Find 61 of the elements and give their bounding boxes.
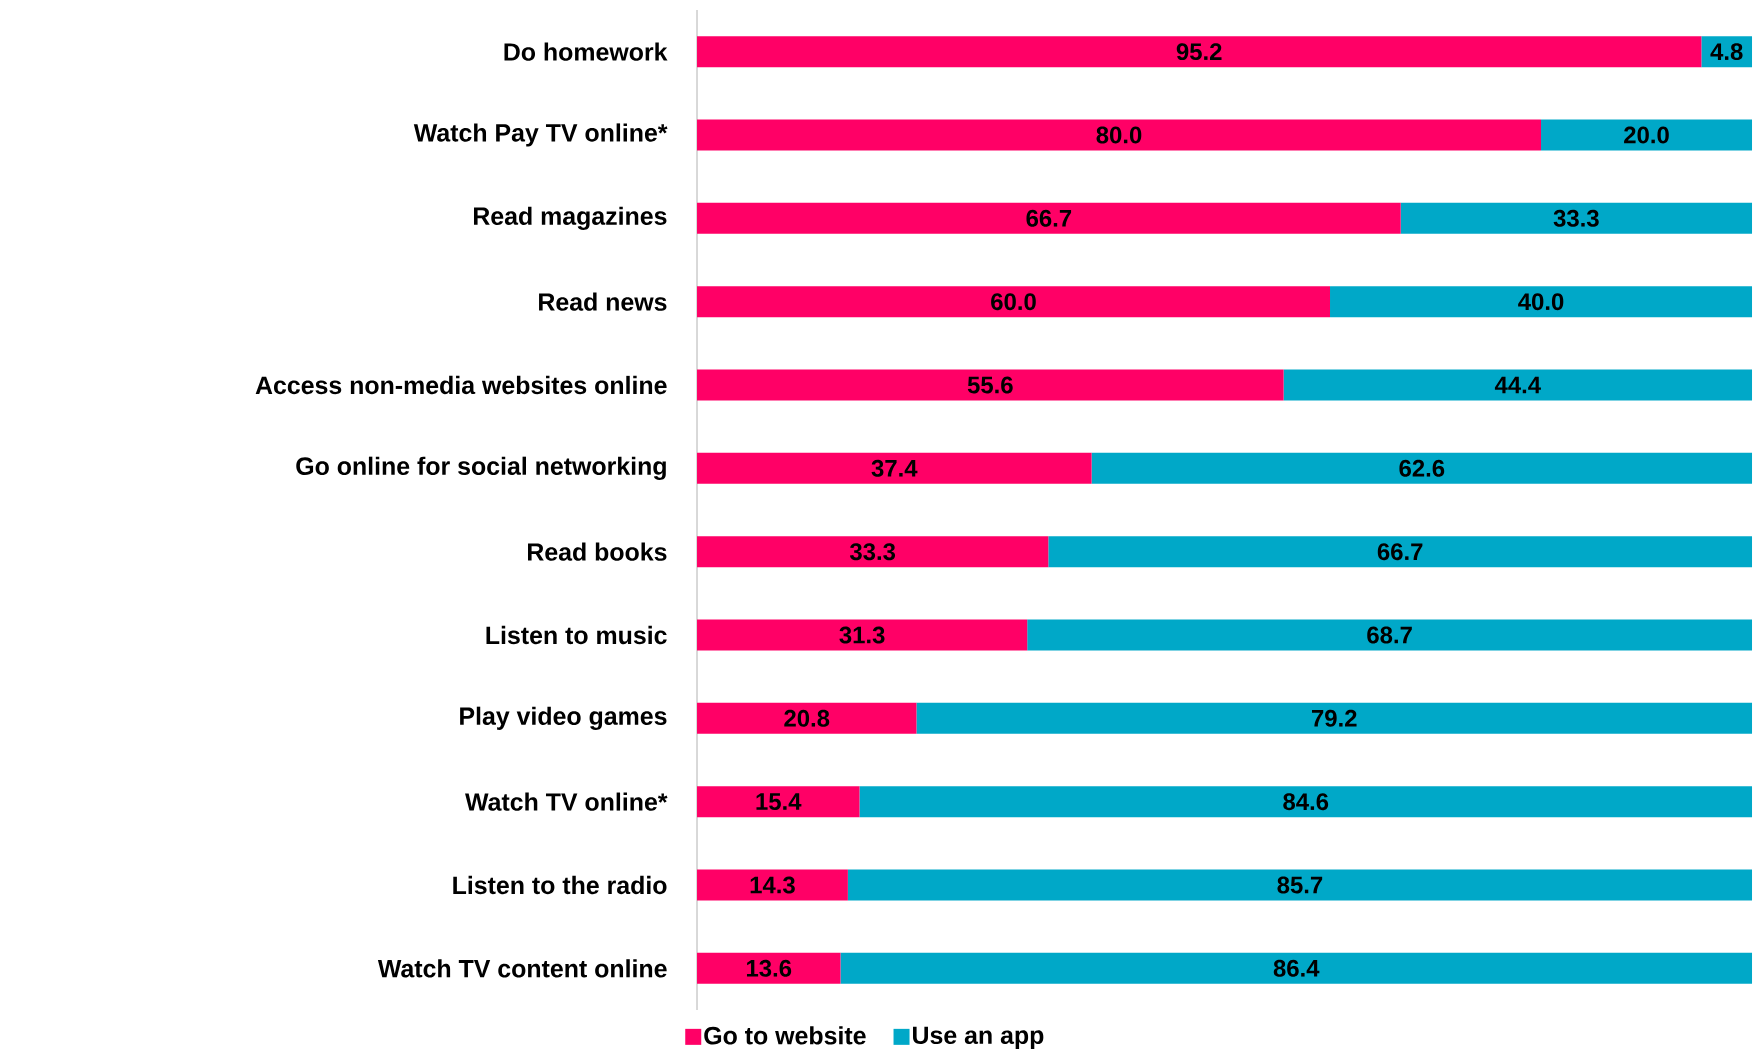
bar	[859, 786, 1753, 818]
y-tick-label: Watch TV online*	[465, 792, 668, 811]
y-tick-label: Access non-media websites online	[255, 375, 667, 395]
data-label: 4.8	[1710, 43, 1743, 61]
bar	[1027, 619, 1753, 651]
y-tick-label: Play video games	[460, 706, 667, 731]
bar	[697, 952, 841, 984]
bar	[697, 702, 917, 734]
bar	[1330, 286, 1753, 318]
y-tick-label: Go online for social networking	[296, 456, 666, 480]
y-tick-label: Read books	[528, 542, 667, 561]
data-label: 66.7	[1377, 543, 1423, 561]
bar	[697, 202, 1401, 234]
bar	[697, 119, 1542, 151]
data-label: 44.4	[1494, 376, 1541, 394]
data-label: 80.0	[1096, 126, 1142, 144]
data-label: 79.2	[1312, 709, 1357, 727]
bar	[697, 619, 1028, 651]
bar	[697, 36, 1702, 68]
bar	[697, 452, 1092, 484]
data-label: 33.3	[1553, 209, 1599, 227]
data-label: 84.6	[1283, 793, 1329, 811]
bar	[1541, 119, 1753, 151]
data-label: 13.6	[746, 959, 792, 977]
data-label: 20.0	[1624, 126, 1669, 144]
data-label: 40.0	[1518, 293, 1564, 311]
data-label: 37.4	[871, 459, 918, 477]
bar	[697, 286, 1331, 318]
bar	[1091, 452, 1753, 484]
y-tick-label: Watch Pay TV online*	[413, 123, 668, 147]
y-tick-label: Listen to music	[486, 625, 667, 645]
data-label: 20.8	[784, 709, 830, 727]
bar	[916, 702, 1753, 734]
bar	[1400, 202, 1753, 234]
bar	[847, 869, 1753, 901]
data-label: 68.7	[1367, 626, 1412, 644]
bar	[697, 536, 1049, 568]
y-tick-label: Read news	[539, 292, 667, 311]
data-label: 14.3	[750, 876, 795, 894]
data-label: 95.2	[1176, 43, 1222, 61]
data-label: 31.3	[839, 626, 885, 644]
bar	[697, 869, 848, 901]
legend-label: Go to website	[704, 1026, 866, 1045]
data-label: 66.7	[1026, 209, 1072, 227]
bar	[697, 786, 860, 818]
data-label: 33.3	[849, 543, 896, 561]
data-label: 15.4	[756, 793, 802, 811]
bar	[697, 369, 1284, 401]
data-label: 62.6	[1399, 459, 1445, 477]
y-tick-label: Watch TV content online	[377, 959, 667, 978]
data-label: 86.4	[1273, 959, 1320, 977]
data-label: 60.0	[991, 293, 1036, 311]
bar	[840, 952, 1753, 984]
legend-label: Use an app	[913, 1026, 1044, 1049]
y-tick-label: Listen to the radio	[453, 875, 667, 895]
data-label: 55.6	[967, 376, 1013, 394]
bar	[1048, 536, 1753, 568]
data-label: 85.7	[1277, 876, 1323, 894]
bar	[1283, 369, 1753, 401]
y-tick-label: Do homework	[504, 42, 668, 61]
y-tick-label: Read magazines	[474, 206, 667, 230]
